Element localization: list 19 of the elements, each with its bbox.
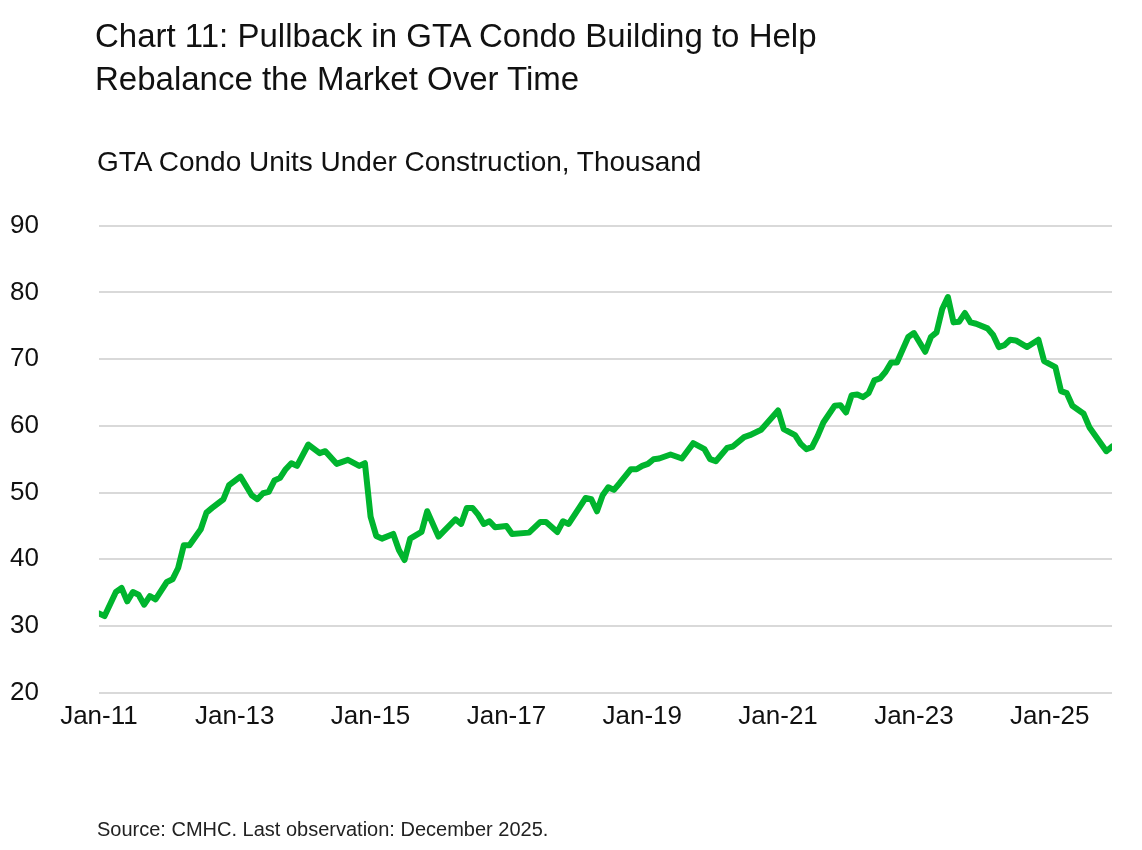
x-tick-label: Jan-11 — [60, 699, 138, 730]
y-axis-title: GTA Condo Units Under Construction, Thousand — [97, 146, 702, 178]
x-tick-label: Jan-17 — [466, 699, 547, 730]
x-tick-label: Jan-23 — [874, 699, 954, 730]
y-tick-label: 40 — [10, 542, 39, 573]
chart-title: Chart 11: Pullback in GTA Condo Building to Help Rebalance the Market Over Time — [95, 16, 818, 99]
y-tick-label: 80 — [10, 275, 39, 306]
x-tick-label: Jan-15 — [330, 699, 411, 730]
y-tick-label: 60 — [10, 409, 39, 439]
y-tick-label: 70 — [10, 342, 39, 373]
y-tick-label: 50 — [10, 475, 39, 506]
x-tick-label: Jan-19 — [602, 699, 682, 730]
source-note: Source: CMHC. Last observation: December 2025. — [97, 818, 549, 841]
y-tick-label: 20 — [10, 675, 39, 706]
x-tick-label: Jan-13 — [195, 699, 275, 730]
x-tick-label: Jan-25 — [1009, 699, 1090, 730]
y-tick-label: 90 — [10, 208, 39, 239]
x-tick-label: Jan-21 — [738, 699, 818, 730]
y-tick-label: 30 — [10, 609, 39, 640]
